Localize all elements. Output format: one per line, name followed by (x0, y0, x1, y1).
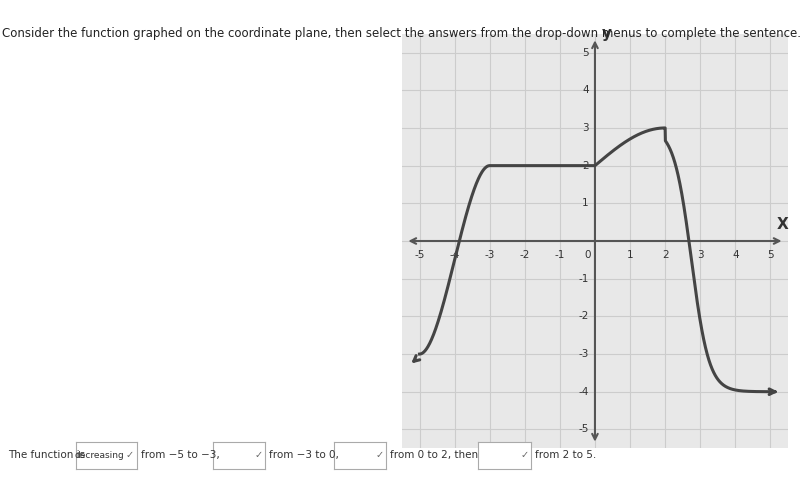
Text: decreasing: decreasing (75, 451, 124, 460)
Text: -2: -2 (577, 311, 588, 321)
Text: -4: -4 (577, 387, 588, 397)
Text: from 2 to 5.: from 2 to 5. (534, 451, 595, 460)
Text: from −5 to −3,: from −5 to −3, (141, 451, 219, 460)
Text: y: y (601, 27, 611, 41)
Text: ✓: ✓ (125, 451, 133, 460)
Text: 4: 4 (731, 251, 738, 260)
Text: ✓: ✓ (520, 451, 528, 460)
Text: Consider the function graphed on the coordinate plane, then select the answers f: Consider the function graphed on the coo… (2, 27, 801, 40)
Text: -5: -5 (577, 425, 588, 434)
Text: The function is: The function is (8, 451, 85, 460)
Text: -1: -1 (554, 251, 565, 260)
Text: ✓: ✓ (255, 451, 263, 460)
Text: 0: 0 (584, 251, 590, 260)
Text: 1: 1 (626, 251, 633, 260)
Text: from 0 to 2, then: from 0 to 2, then (389, 451, 478, 460)
Text: -5: -5 (414, 251, 424, 260)
Text: -4: -4 (449, 251, 459, 260)
Text: -2: -2 (519, 251, 529, 260)
Text: 5: 5 (581, 48, 588, 57)
Text: -3: -3 (484, 251, 495, 260)
Text: ✓: ✓ (375, 451, 383, 460)
Text: 5: 5 (766, 251, 772, 260)
Text: -3: -3 (577, 349, 588, 359)
Text: 3: 3 (696, 251, 703, 260)
Text: 1: 1 (581, 198, 588, 208)
Text: 2: 2 (581, 161, 588, 171)
Text: from −3 to 0,: from −3 to 0, (269, 451, 339, 460)
Text: 3: 3 (581, 123, 588, 133)
Text: X: X (776, 216, 788, 231)
Text: 4: 4 (581, 85, 588, 95)
Text: -1: -1 (577, 274, 588, 284)
Text: 2: 2 (661, 251, 667, 260)
